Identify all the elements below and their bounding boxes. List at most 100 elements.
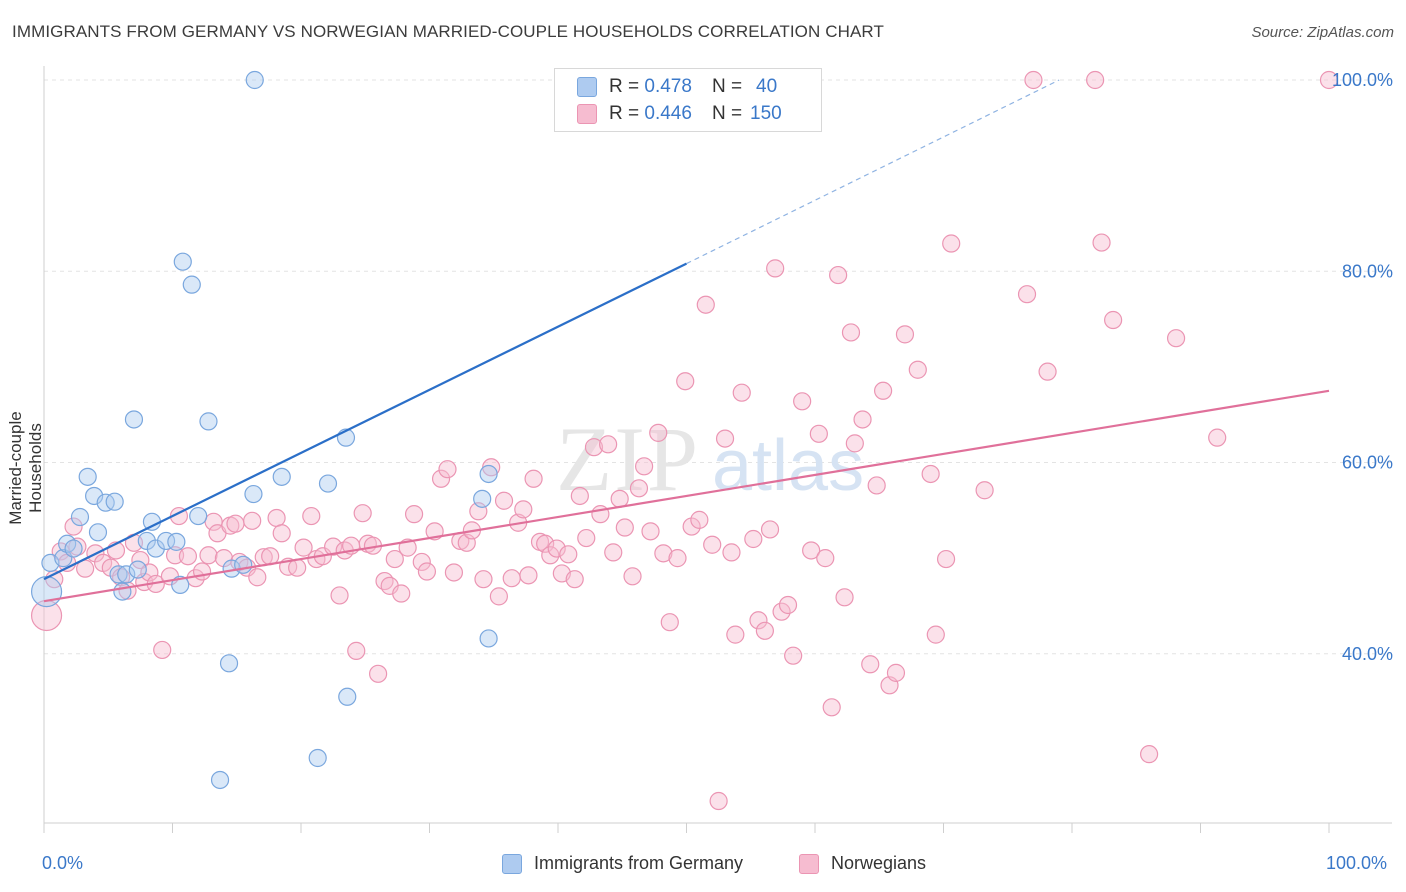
norwegians-point <box>1319 70 1339 90</box>
norwegians-point <box>766 259 785 278</box>
norwegians-point <box>178 547 198 566</box>
legend-label-norwegians: Norwegians <box>831 853 927 873</box>
norwegians-point <box>474 570 493 589</box>
norwegians-point <box>404 505 424 524</box>
norwegians-point <box>784 646 803 665</box>
norwegians-point <box>243 511 262 530</box>
norwegians-point <box>353 504 372 523</box>
germany-point <box>244 484 263 504</box>
norwegians-point <box>641 522 660 541</box>
norwegians-point <box>845 434 864 453</box>
norwegians-point <box>604 543 623 562</box>
norwegians-point <box>703 535 722 554</box>
germany-point <box>173 252 192 271</box>
norwegians-point <box>778 595 798 615</box>
norwegians-point <box>565 570 584 589</box>
germany-point <box>167 532 186 551</box>
norwegians-point <box>722 543 741 562</box>
norwegians-trend-line <box>43 389 1330 603</box>
norwegians-point <box>809 424 828 443</box>
germany-point <box>64 539 83 558</box>
norwegians-point <box>676 372 695 391</box>
norwegians-point <box>874 381 893 400</box>
norwegians-point <box>649 423 668 442</box>
norwegians-point <box>835 588 854 607</box>
germany-point <box>473 489 492 508</box>
y-tick-label: 100.0% <box>1332 70 1393 90</box>
norwegians-point <box>412 552 431 572</box>
legend-swatch-blue <box>577 77 597 97</box>
norwegians-point <box>385 549 404 569</box>
norwegians-point <box>226 514 245 533</box>
germany-trend-line <box>43 262 687 581</box>
norwegians-point <box>1038 362 1057 381</box>
norwegians-point <box>1104 310 1123 330</box>
norwegians-point <box>199 546 218 565</box>
norwegians-point <box>431 469 451 488</box>
norwegians-point <box>829 265 848 285</box>
germany-point <box>109 565 128 584</box>
legend-swatch-pink <box>799 853 819 874</box>
x-tick-label-min: 0.0% <box>42 853 84 873</box>
norwegians-point <box>489 587 508 606</box>
norwegians-point <box>755 621 774 640</box>
norwegians-point <box>267 508 286 528</box>
norwegians-point <box>541 546 560 565</box>
germany-point <box>78 467 97 486</box>
stats-legend: R = 0.478 N = 40 R = 0.446 N = 150 <box>554 68 822 132</box>
norwegians-point <box>802 541 821 560</box>
norwegians-point <box>1086 70 1105 90</box>
germany-point <box>338 687 357 706</box>
norwegians-point <box>861 655 880 674</box>
germany-point <box>199 412 218 431</box>
legend-r-value: 0.478 <box>644 76 692 97</box>
norwegians-point <box>690 510 709 529</box>
norwegians-point <box>610 489 629 508</box>
germany-point <box>85 486 104 506</box>
norwegians-point <box>942 234 961 253</box>
norwegians-point <box>165 546 185 565</box>
norwegians-point <box>140 563 159 582</box>
norwegians-point <box>577 528 596 548</box>
trend-lines <box>43 79 1330 603</box>
legend-n-value: 40 <box>756 76 778 97</box>
x-tick-label-max: 100.0% <box>1326 853 1388 873</box>
norwegians-point <box>654 544 673 563</box>
norwegians-point <box>975 481 994 500</box>
germany-point <box>117 565 136 584</box>
norwegians-point <box>369 664 388 683</box>
legend-row-norwegians: R = 0.446 N = 150 <box>577 101 782 127</box>
germany-point <box>124 410 144 429</box>
norwegians-point <box>444 563 464 582</box>
germany-point <box>479 464 498 484</box>
y-tick-labels: 40.0% 60.0% 80.0% 100.0% <box>1332 70 1393 664</box>
norwegians-point <box>726 625 745 644</box>
norwegians-point <box>1208 428 1227 447</box>
norwegians-point <box>392 584 411 603</box>
germany-point <box>146 539 165 558</box>
norwegians-point <box>793 392 812 411</box>
germany-points <box>30 70 498 790</box>
norwegians-point <box>294 538 313 557</box>
norwegians-point <box>547 539 566 558</box>
norwegians-point <box>584 438 604 457</box>
bottom-legend-norwegians: Norwegians <box>799 853 926 874</box>
germany-point <box>30 575 63 608</box>
norwegians-point <box>853 410 872 429</box>
germany-point <box>210 770 230 790</box>
germany-trend-extension <box>686 79 1060 265</box>
legend-r-label: R = <box>609 103 640 124</box>
legend-swatch-pink <box>577 104 597 124</box>
norwegians-point <box>908 360 927 379</box>
germany-point <box>219 654 239 673</box>
germany-point <box>245 70 264 90</box>
norwegians-point <box>921 464 940 484</box>
germany-point <box>105 492 124 511</box>
germany-point <box>88 523 108 542</box>
norwegians-point <box>668 549 687 568</box>
norwegians-point <box>760 520 780 539</box>
norwegians-point <box>417 562 437 581</box>
norwegians-point <box>248 568 267 587</box>
norwegians-point <box>822 698 841 717</box>
norwegians-point <box>816 549 835 568</box>
